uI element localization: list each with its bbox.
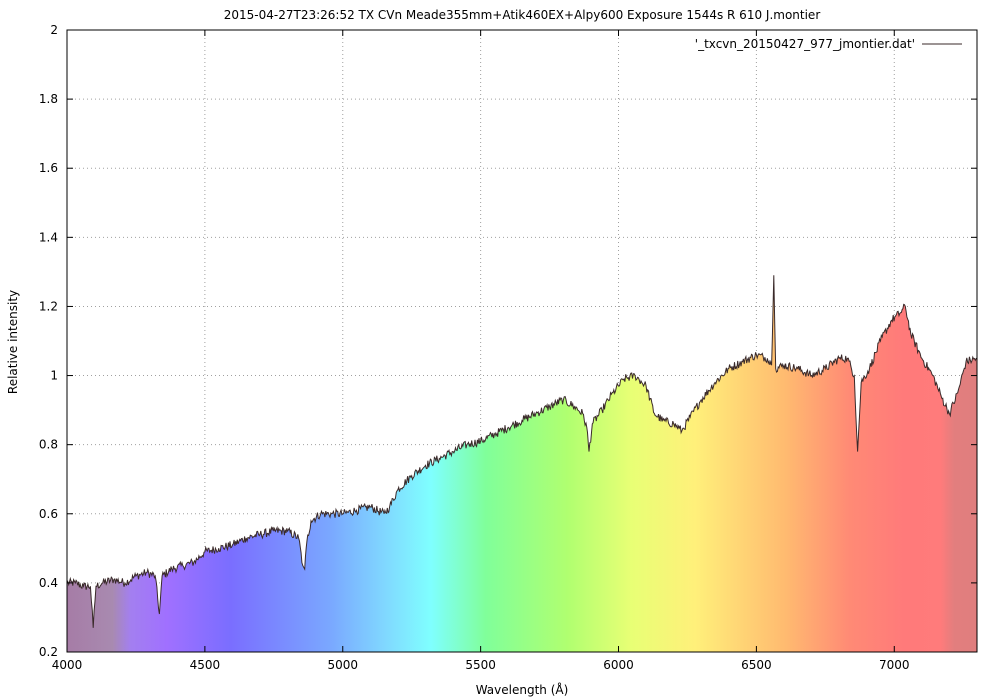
y-tick-label: 1.6: [39, 161, 58, 175]
x-axis-label: Wavelength (Å): [476, 682, 569, 697]
chart-title: 2015-04-27T23:26:52 TX CVn Meade355mm+At…: [224, 8, 821, 22]
y-tick-label: 2: [50, 23, 58, 37]
legend-label: '_txcvn_20150427_977_jmontier.dat': [695, 37, 915, 51]
y-tick-label: 0.6: [39, 507, 58, 521]
x-tick-label: 6000: [603, 658, 634, 672]
spectrum-area-fill: [67, 275, 977, 652]
y-tick-label: 1.2: [39, 299, 58, 313]
y-tick-labels: 0.2 0.4 0.6 0.8 1 1.2 1.4 1.6 1.8 2: [39, 23, 58, 659]
y-tick-label: 1.4: [39, 230, 58, 244]
y-tick-label: 0.8: [39, 438, 58, 452]
x-tick-label: 4000: [52, 658, 83, 672]
y-tick-label: 0.2: [39, 645, 58, 659]
y-tick-label: 1: [50, 369, 58, 383]
y-axis-label: Relative intensity: [6, 290, 20, 394]
x-tick-label: 7000: [879, 658, 910, 672]
y-tick-label: 1.8: [39, 92, 58, 106]
spectrum-line: [66, 275, 978, 628]
x-tick-label: 5000: [327, 658, 358, 672]
x-tick-labels: 4000 4500 5000 5500 6000 6500 7000: [52, 658, 910, 672]
y-tick-label: 0.4: [39, 576, 58, 590]
plot-frame: [66, 29, 978, 653]
x-tick-label: 5500: [465, 658, 496, 672]
x-tick-label: 4500: [190, 658, 221, 672]
axis-ticks: [66, 29, 977, 653]
x-tick-label: 6500: [741, 658, 772, 672]
legend: '_txcvn_20150427_977_jmontier.dat': [695, 37, 962, 51]
